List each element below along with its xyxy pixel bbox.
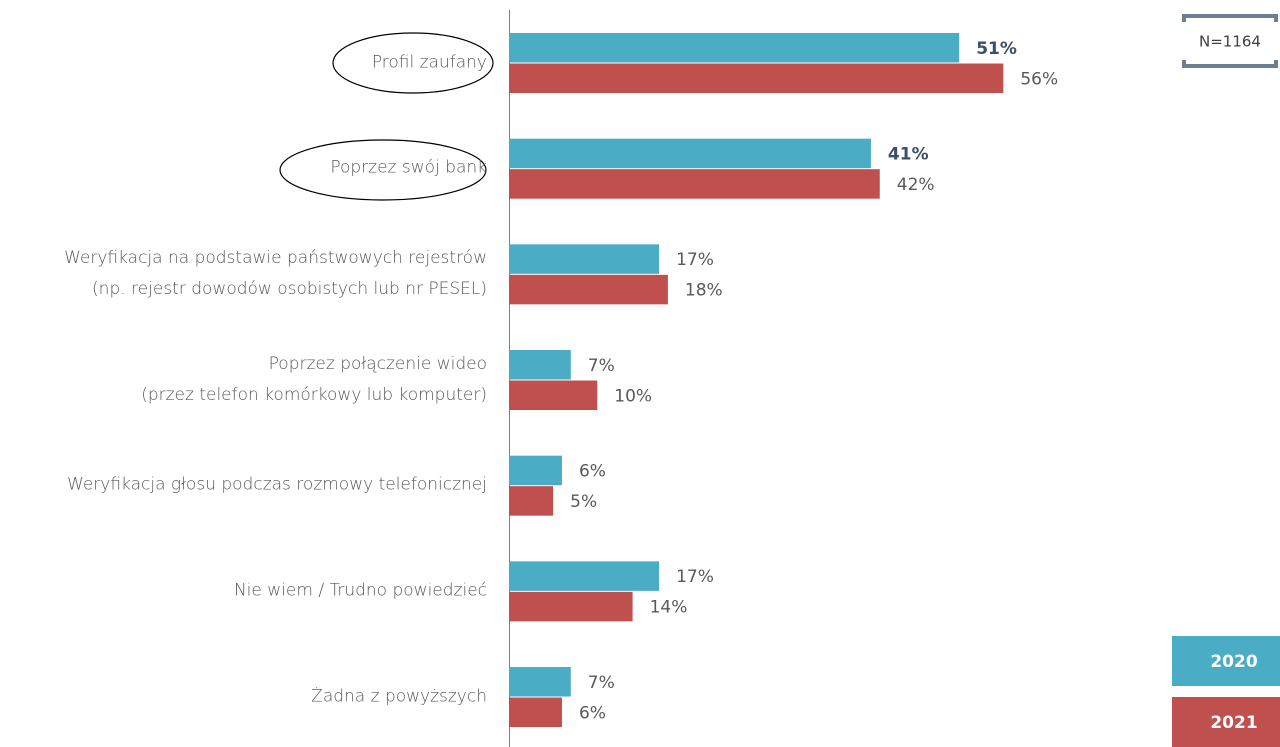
category-label: Poprzez swój bank [330, 157, 487, 178]
bar [509, 561, 660, 591]
category-label: Nie wiem / Trudno powiedzieć [233, 580, 487, 601]
bar [509, 380, 598, 411]
value-label: 5% [570, 492, 597, 512]
value-label: 51% [976, 39, 1017, 59]
bar [509, 667, 571, 697]
bar [509, 169, 880, 199]
value-label: 18% [685, 281, 723, 301]
legend-label: 2020 [1210, 652, 1257, 672]
bar [509, 486, 554, 516]
bar [509, 138, 871, 169]
value-label: 14% [650, 598, 688, 618]
category-label: Żadna z powyższych [311, 686, 487, 707]
category-label: Profil zaufany [371, 52, 487, 72]
bar [509, 244, 660, 274]
category-label: Poprzez połączenie wideo (przez telefon … [141, 353, 487, 405]
bar [509, 591, 633, 622]
bar [509, 274, 668, 305]
value-label: 6% [579, 703, 606, 723]
value-label: 41% [888, 144, 929, 164]
legend-swatch [1172, 636, 1280, 686]
highlight-ellipse [332, 32, 494, 94]
legend-label: 2021 [1210, 713, 1257, 733]
value-label: 56% [1020, 69, 1058, 89]
bar [509, 697, 562, 728]
note: N=1164 [1199, 33, 1261, 51]
bar [509, 33, 960, 63]
category-label: Weryfikacja na podstawie państwowych rej… [64, 247, 487, 299]
legend-swatch [1172, 697, 1280, 747]
bar [509, 350, 571, 380]
bar [509, 455, 562, 486]
value-label: 7% [588, 673, 615, 693]
value-label: 17% [676, 250, 714, 270]
value-label: 6% [579, 461, 606, 481]
note-frame [1182, 14, 1278, 68]
bar [509, 63, 1004, 93]
value-label: 42% [897, 175, 935, 195]
category-label: Weryfikacja głosu podczas rozmowy telefo… [67, 474, 487, 495]
value-label: 10% [614, 386, 652, 406]
value-label: 17% [676, 567, 714, 587]
highlight-ellipse [279, 139, 487, 201]
value-label: 7% [588, 356, 615, 376]
